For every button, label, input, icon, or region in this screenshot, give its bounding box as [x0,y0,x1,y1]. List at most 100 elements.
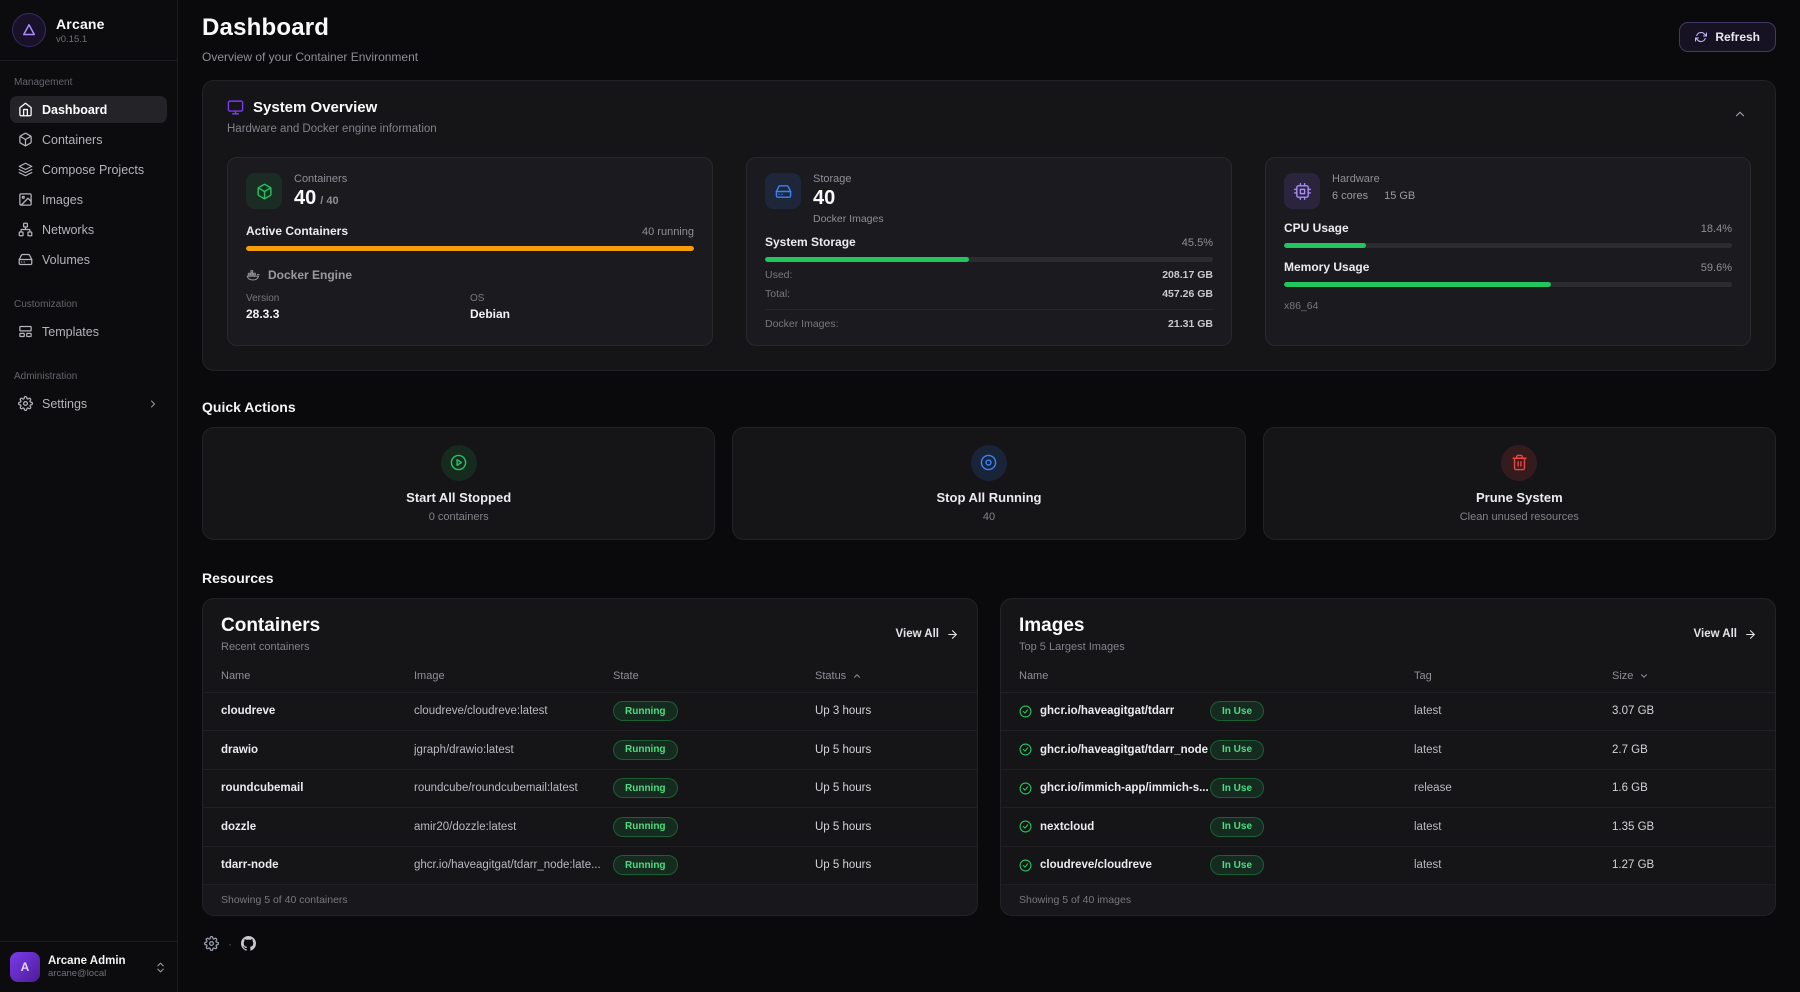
system-overview-title: System Overview [253,99,377,116]
images-table-subtitle: Top 5 Largest Images [1019,641,1125,653]
gear-icon [204,936,219,951]
cpu-usage-label: CPU Usage [1284,221,1349,235]
active-containers-bar [246,246,694,251]
system-overview-card: System Overview Hardware and Docker engi… [202,80,1776,371]
container-row[interactable]: cloudreve cloudreve/cloudreve:latest Run… [203,692,977,730]
page-title: Dashboard [202,14,418,42]
sidebar-item-label: Settings [42,397,87,411]
gear-icon [18,396,33,411]
footer-settings-button[interactable] [204,936,219,951]
image-row[interactable]: nextcloud In Use latest 1.35 GB [1001,807,1775,845]
sidebar-nav: Management Dashboard Containers Compose … [0,60,177,941]
nav-section-customization: Customization [14,299,163,310]
user-email: arcane@local [48,968,126,979]
column-state[interactable]: State [613,670,815,682]
image-row[interactable]: ghcr.io/immich-app/immich-s... In Use re… [1001,769,1775,807]
docker-whale-icon [246,268,260,282]
check-circle-icon [1019,820,1032,833]
user-menu[interactable]: A Arcane Admin arcane@local [0,941,177,992]
container-cube-icon [246,173,282,209]
nav-section-management: Management [14,77,163,88]
images-table-footer: Showing 5 of 40 images [1001,884,1775,915]
refresh-button[interactable]: Refresh [1679,22,1776,52]
status-badge: Running [613,855,678,875]
status-badge: Running [613,778,678,798]
column-status[interactable]: Status [815,670,959,682]
column-image[interactable]: Image [414,670,613,682]
check-circle-icon [1019,705,1032,718]
column-name[interactable]: Name [221,670,414,682]
hardware-stat-card: Hardware 6 cores 15 GB CPU Usage 18.4% [1265,157,1751,346]
sidebar-item-dashboard[interactable]: Dashboard [10,96,167,123]
container-row[interactable]: drawio jgraph/drawio:latest Running Up 5… [203,730,977,768]
sort-desc-icon [1639,671,1649,681]
image-row[interactable]: ghcr.io/haveagitgat/tdarr_node In Use la… [1001,730,1775,768]
sidebar-item-compose-projects[interactable]: Compose Projects [10,156,167,183]
sidebar-item-label: Images [42,193,83,207]
container-row[interactable]: tdarr-node ghcr.io/haveagitgat/tdarr_nod… [203,846,977,884]
status-badge: Running [613,701,678,721]
arrow-right-icon [946,628,959,641]
column-name[interactable]: Name [1019,670,1210,682]
image-icon [18,192,33,207]
arcane-logo-icon [12,13,46,47]
play-circle-icon [441,445,477,481]
brand[interactable]: Arcane v0.15.1 [0,0,177,60]
system-storage-label: System Storage [765,235,856,249]
system-storage-pct: 45.5% [1182,237,1213,249]
column-size[interactable]: Size [1612,670,1757,682]
trash-icon [1501,445,1537,481]
template-grid-icon [18,324,33,339]
image-row[interactable]: ghcr.io/haveagitgat/tdarr In Use latest … [1001,692,1775,730]
github-link[interactable] [241,936,256,951]
home-icon [18,102,33,117]
status-badge: Running [613,817,678,837]
image-row[interactable]: cloudreve/cloudreve In Use latest 1.27 G… [1001,846,1775,884]
storage-used-row: Used:208.17 GB [765,269,1213,281]
status-badge: Running [613,740,678,760]
sidebar-item-templates[interactable]: Templates [10,318,167,345]
images-table-card: Images Top 5 Largest Images View All Nam… [1000,598,1776,916]
storage-total-row: Total:457.26 GB [765,288,1213,300]
running-count: 40 running [642,226,694,238]
hardware-stat-label: Hardware [1332,173,1415,185]
sidebar-item-containers[interactable]: Containers [10,126,167,153]
storage-count: 40 [813,187,884,210]
sidebar-item-label: Containers [42,133,102,147]
memory-usage-label: Memory Usage [1284,260,1369,274]
collapse-button[interactable] [1729,103,1751,125]
column-tag[interactable]: Tag [1414,670,1612,682]
start-all-stopped-button[interactable]: Start All Stopped 0 containers [202,427,715,540]
containers-table-header: Name Image State Status [203,661,977,692]
brand-name: Arcane [56,16,105,32]
images-view-all-link[interactable]: View All [1694,628,1757,641]
containers-table-subtitle: Recent containers [221,641,320,653]
containers-table-title: Containers [221,615,320,637]
storage-stat-label: Storage [813,173,884,185]
memory-usage-pct: 59.6% [1701,262,1732,274]
sidebar: Arcane v0.15.1 Management Dashboard Cont… [0,0,178,992]
sidebar-item-label: Dashboard [42,103,107,117]
monitor-icon [227,99,244,116]
in-use-badge: In Use [1210,778,1264,798]
check-circle-icon [1019,743,1032,756]
containers-stat-card: Containers 40/ 40 Active Containers 40 r… [227,157,713,346]
docker-engine-block: Docker Engine Version 28.3.3 OS Debian [246,268,694,321]
containers-view-all-link[interactable]: View All [896,628,959,641]
hard-drive-icon [18,252,33,267]
sidebar-item-networks[interactable]: Networks [10,216,167,243]
sidebar-item-label: Compose Projects [42,163,144,177]
in-use-badge: In Use [1210,740,1264,760]
storage-drive-icon [765,173,801,209]
stop-all-running-button[interactable]: Stop All Running 40 [732,427,1245,540]
sidebar-item-volumes[interactable]: Volumes [10,246,167,273]
containers-count: 40/ 40 [294,187,347,210]
container-row[interactable]: dozzle amir20/dozzle:latest Running Up 5… [203,807,977,845]
prune-system-button[interactable]: Prune System Clean unused resources [1263,427,1776,540]
container-row[interactable]: roundcubemail roundcube/roundcubemail:la… [203,769,977,807]
sidebar-item-settings[interactable]: Settings [10,390,167,417]
quick-actions-title: Quick Actions [202,399,1776,415]
system-storage-bar [765,257,1213,262]
separator-dot: · [228,937,232,951]
sidebar-item-images[interactable]: Images [10,186,167,213]
